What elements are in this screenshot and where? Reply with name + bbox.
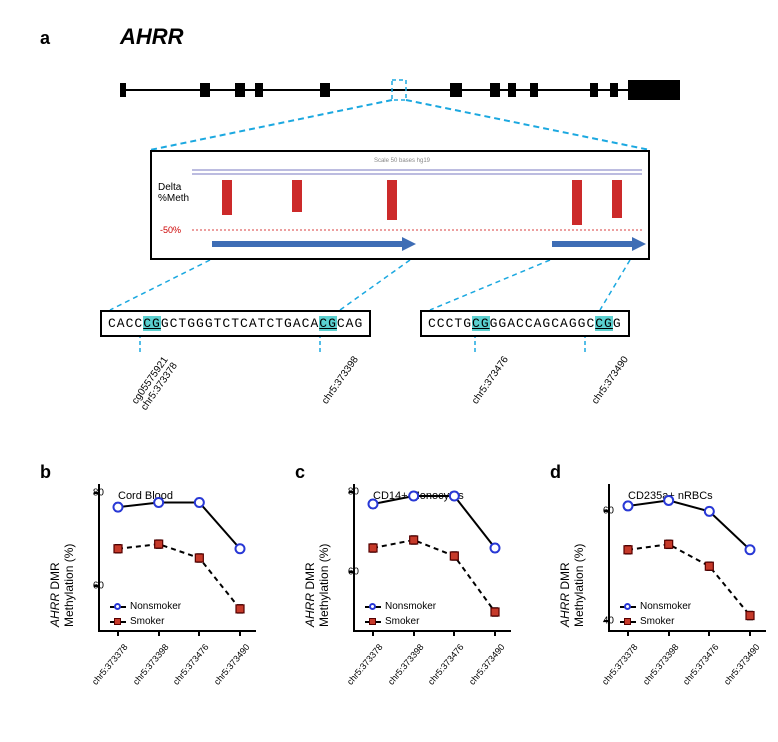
sequence-box-2: CCCTGCGGGACCAGCAGGCCGG [420, 310, 630, 337]
xtick-label: chr5:373490 [715, 642, 761, 694]
panel-label-d: d [550, 462, 561, 483]
y-axis-label: AHRR DMRMethylation (%) [558, 544, 586, 627]
xtick-label: chr5:373398 [124, 642, 170, 694]
xtick-label: chr5:373490 [460, 642, 506, 694]
cpg-position-label: chr5:373490 [590, 354, 631, 406]
svg-text:-50%: -50% [160, 225, 181, 235]
xtick-label: chr5:373398 [634, 642, 680, 694]
ytick-label: 80 [80, 488, 104, 499]
cpg-position-label: cg05575921chr5:373378 [130, 354, 180, 412]
xtick-label: chr5:373378 [83, 642, 129, 694]
svg-text:Scale 50 bases hg19: Scale 50 bases hg19 [374, 158, 431, 164]
chart-d: CD235a+ nRBCsAHRR DMRMethylation (%)4060… [550, 472, 778, 692]
xtick-label: chr5:373490 [205, 642, 251, 694]
ytick-label: 80 [335, 487, 359, 498]
xtick-label: chr5:373476 [420, 642, 466, 694]
ytick-label: 60 [335, 567, 359, 578]
y-axis-label: AHRR DMRMethylation (%) [303, 544, 331, 627]
legend: NonsmokerSmoker [620, 600, 691, 630]
xtick-label: chr5:373378 [338, 642, 384, 694]
zoom-bars: Scale 50 bases hg19 -50% [152, 152, 652, 262]
legend: NonsmokerSmoker [110, 600, 181, 630]
gene-title: AHRR [120, 24, 184, 50]
sequence-box-1: CACCCGGCTGGGTCTCATCTGACACGCAG [100, 310, 371, 337]
cpg-position-label: chr5:373398 [320, 354, 361, 406]
legend: NonsmokerSmoker [365, 600, 436, 630]
ytick-label: 40 [590, 616, 614, 627]
chart-c: CD14+ MonocytesAHRR DMRMethylation (%)60… [295, 472, 525, 692]
ytick-label: 60 [590, 506, 614, 517]
xtick-label: chr5:373476 [165, 642, 211, 694]
xtick-label: chr5:373378 [593, 642, 639, 694]
ytick-label: 60 [80, 580, 104, 591]
panel-label-a: a [40, 28, 50, 49]
panel-label-b: b [40, 462, 51, 483]
gene-structure [120, 75, 680, 105]
chart-b: Cord BloodAHRR DMRMethylation (%)6080chr… [40, 472, 270, 692]
zoom-box: Delta%Meth Scale 50 bases hg19-50% [150, 150, 650, 260]
xtick-label: chr5:373398 [379, 642, 425, 694]
xtick-label: chr5:373476 [675, 642, 721, 694]
panel-label-c: c [295, 462, 305, 483]
y-axis-label: AHRR DMRMethylation (%) [48, 544, 76, 627]
cpg-position-label: chr5:373476 [470, 354, 511, 406]
